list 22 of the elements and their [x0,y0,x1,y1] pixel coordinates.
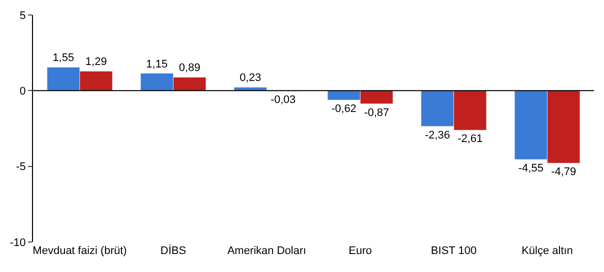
data-label: 1,15 [146,58,168,70]
data-label: -0,62 [331,103,356,116]
data-label: 0,23 [240,72,262,84]
x-tick-label: Mevduat faizi (brüt) [32,245,127,257]
data-label: -4,79 [551,166,576,178]
data-label: -0,87 [364,106,390,119]
x-tick-label: Euro [348,245,372,257]
x-tick-label: DİBS [160,244,186,257]
data-label: -2,61 [458,133,483,146]
y-tick-label: 5 [20,10,26,22]
data-label: 1,55 [52,52,74,64]
data-label: -0,03 [270,94,296,106]
data-label: 0,89 [178,62,200,74]
y-tick-label: -10 [10,236,26,249]
data-label: -2,36 [424,129,450,142]
y-tick-label: 0 [20,86,26,98]
y-tick-label: -5 [16,161,26,174]
data-label: 1,29 [85,56,107,68]
x-tick-label: BIST 100 [430,245,477,257]
data-label: -4,55 [518,162,544,175]
x-tick-label: Külçe altın [522,245,573,257]
x-tick-label: Amerikan Doları [227,245,306,257]
